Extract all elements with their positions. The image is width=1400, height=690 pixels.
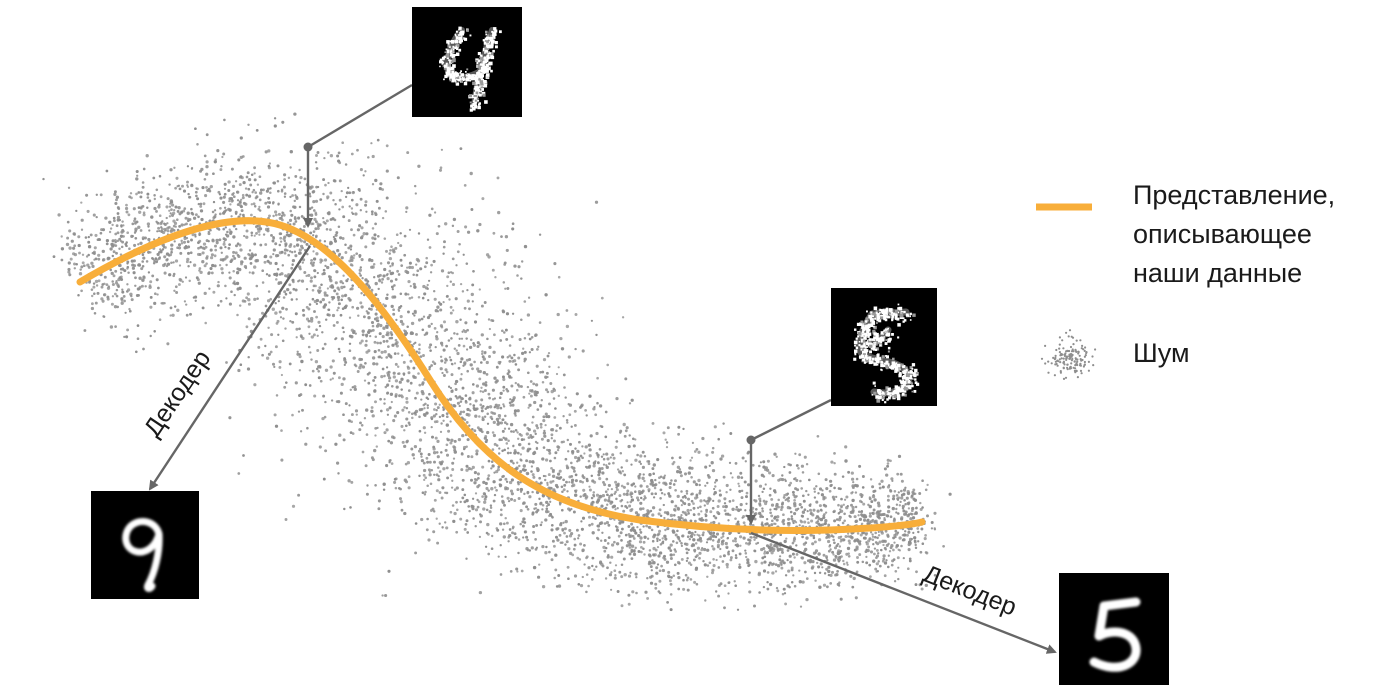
connector-noisy-four [303,83,413,228]
legend-curve-label-line-1: Представление, [1133,180,1335,210]
noisy-digit-5-image [831,288,937,406]
decoder-arrow-right [750,531,1057,654]
decoded-digit-9-image [91,491,199,599]
legend-noise-swatch [1040,329,1097,380]
legend: Представление, описывающее наши данные Ш… [1036,180,1335,380]
noise-scatter-cloud [42,112,952,612]
legend-curve-label-line-2: описывающее [1133,219,1312,249]
legend-curve-label-line-3: наши данные [1133,258,1302,288]
decoder-label-right: Декодер [919,560,1020,622]
noisy-digit-4-image [412,7,522,117]
legend-noise-label: Шум [1133,338,1190,368]
connector-noisy-five [746,398,832,525]
decoder-arrow-left [148,245,312,491]
decoded-digit-5-image [1059,573,1169,685]
decoder-label-left: Декодер [138,345,216,442]
data-manifold-curve [76,217,926,534]
